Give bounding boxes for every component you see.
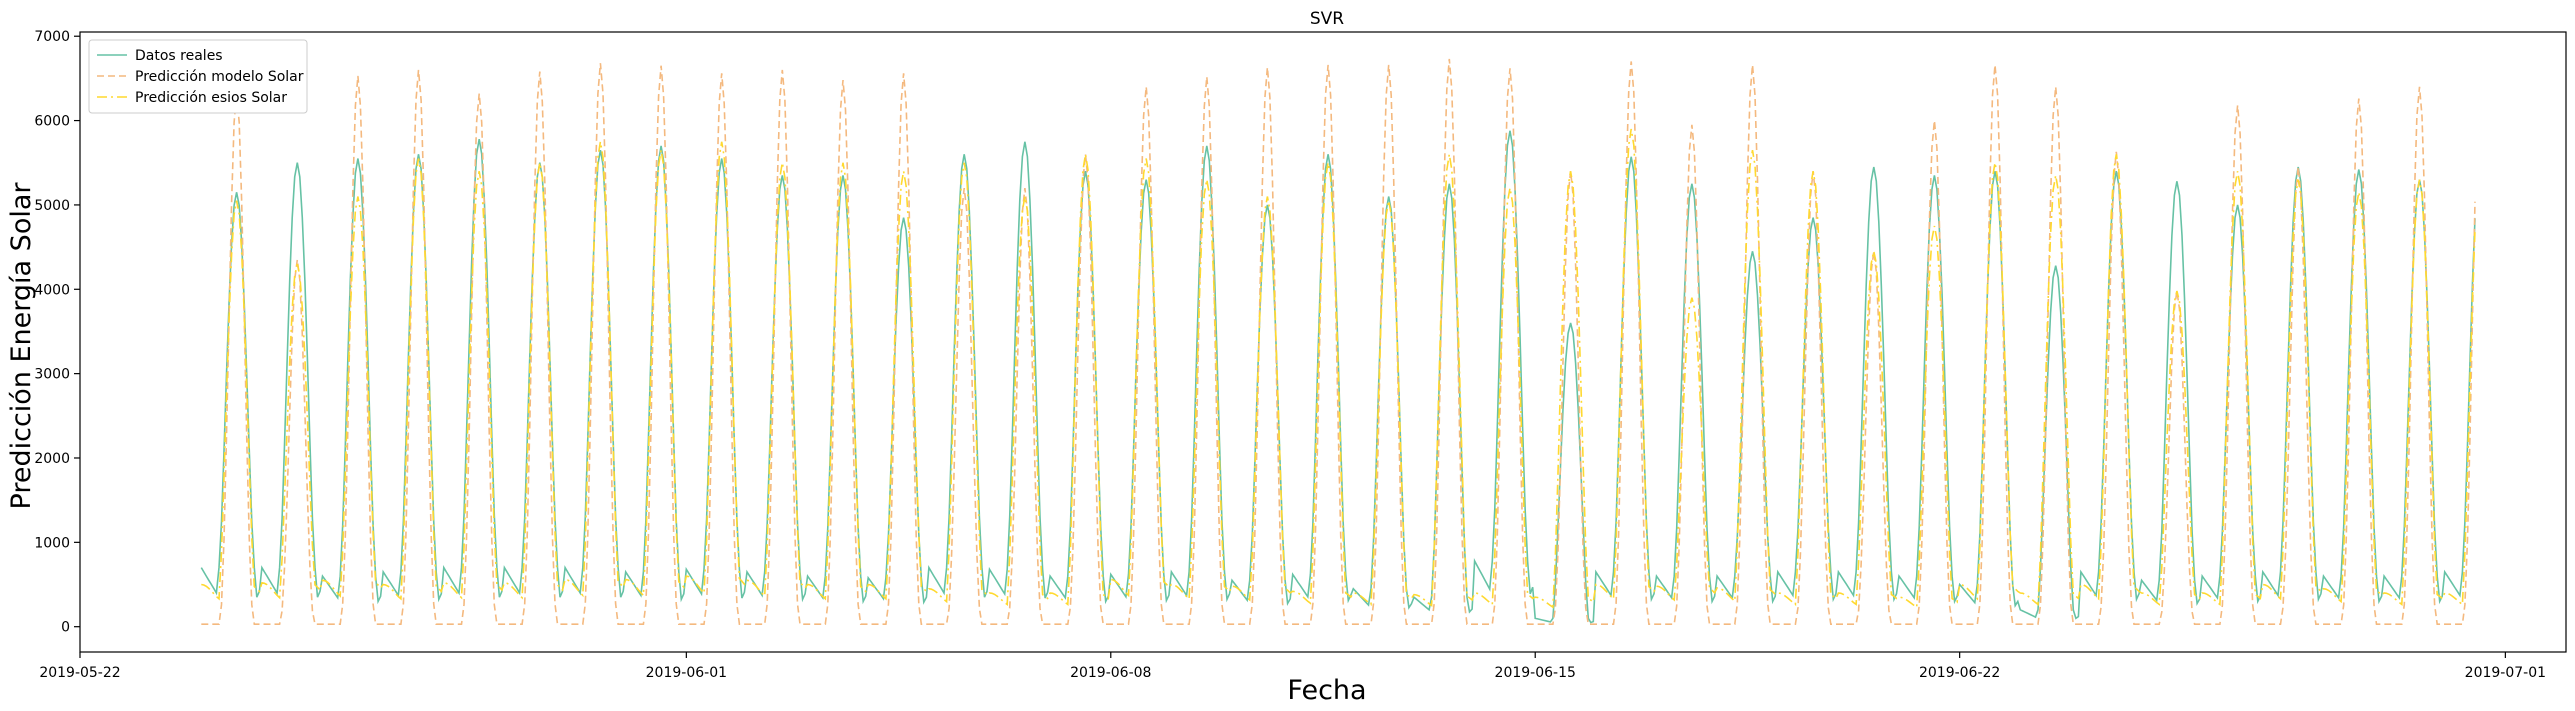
plot-area [79, 31, 2567, 653]
x-axis: 2019-05-22 2019-06-01 2019-06-08 2019-06-15… [39, 652, 2546, 681]
y-axis-title: Predicción Energía Solar [6, 182, 37, 510]
legend-box [88, 39, 308, 114]
x-tick-label: 2019-06-22 [1919, 665, 2000, 681]
y-tick-label: 1000 [34, 535, 70, 551]
x-tick-label: 2019-06-01 [646, 665, 727, 681]
chart-title: SVR [1310, 9, 1344, 29]
y-axis: 0 1000 2000 3000 4000 5000 6000 7000 [34, 29, 80, 636]
x-axis-title: Fecha [1287, 675, 1366, 706]
y-tick-label: 3000 [34, 367, 70, 383]
y-tick-label: 2000 [34, 451, 70, 467]
y-tick-label: 7000 [34, 29, 70, 45]
y-tick-label: 5000 [34, 198, 70, 214]
x-tick-label: 2019-05-22 [39, 665, 120, 681]
legend-label: Predicción esios Solar [135, 90, 287, 106]
y-tick-label: 4000 [34, 282, 70, 298]
x-tick-label: 2019-06-15 [1495, 665, 1576, 681]
series-line-2 [201, 58, 2476, 626]
series-layer [200, 58, 2476, 626]
x-tick-label: 2019-06-08 [1070, 665, 1151, 681]
legend-label: Datos reales [135, 48, 223, 64]
y-tick-label: 0 [61, 620, 70, 636]
x-tick-label: 2019-07-01 [2465, 665, 2546, 681]
plot-frame [79, 31, 2567, 653]
legend: Datos reales Predicción modelo Solar Predi… [88, 39, 308, 114]
y-tick-label: 6000 [34, 114, 70, 130]
legend-label: Predicción modelo Solar [135, 69, 304, 85]
